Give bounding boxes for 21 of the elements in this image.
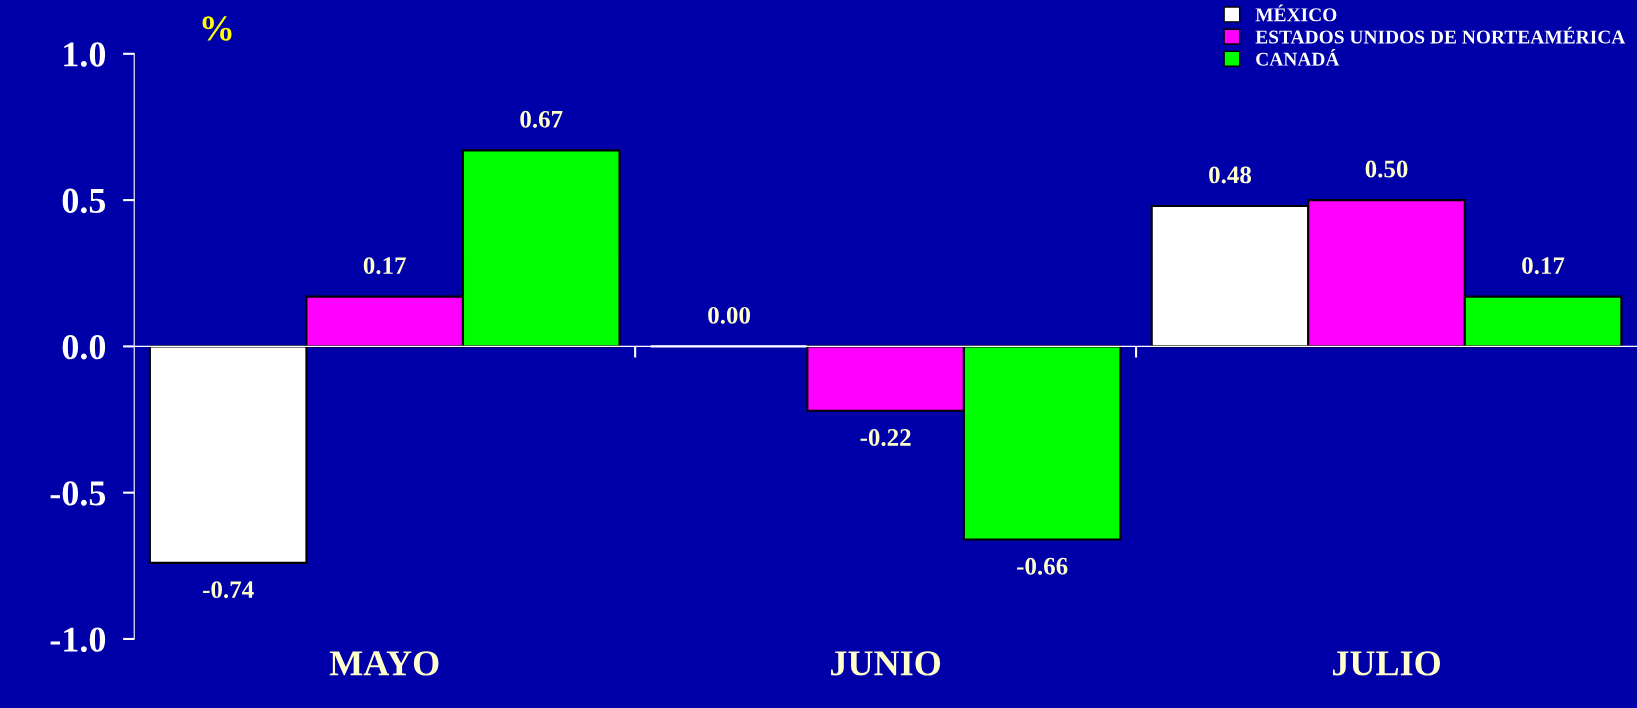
data-label: -0.22: [860, 429, 911, 447]
legend-label: CANADÁ: [1256, 48, 1340, 66]
y-tick-label: -1.0: [50, 627, 106, 653]
legend-label: ESTADOS UNIDOS DE NORTEAMÉRICA: [1255, 26, 1626, 44]
data-label: -0.66: [1017, 557, 1068, 575]
x-tick-label: JULIO: [1332, 651, 1440, 676]
y-tick-label: -0.5: [50, 481, 106, 506]
data-label: 0.50: [1365, 160, 1408, 178]
data-label: 0.67: [520, 110, 563, 128]
data-label: -0.74: [203, 581, 254, 599]
data-label: 0.48: [1209, 166, 1252, 184]
x-tick-label: JUNIO: [831, 651, 941, 676]
data-label: 0.17: [1522, 257, 1565, 275]
data-label: 0.00: [708, 306, 750, 324]
y-tick-label: 0.5: [62, 188, 106, 214]
legend-label: MÉXICO: [1255, 4, 1337, 22]
data-label: 0.17: [363, 257, 406, 275]
y-tick-label: 0.0: [62, 334, 106, 360]
y-tick-label: 1.0: [64, 42, 106, 67]
x-tick-label: MAYO: [329, 651, 439, 676]
y-axis-title: %: [202, 16, 232, 41]
